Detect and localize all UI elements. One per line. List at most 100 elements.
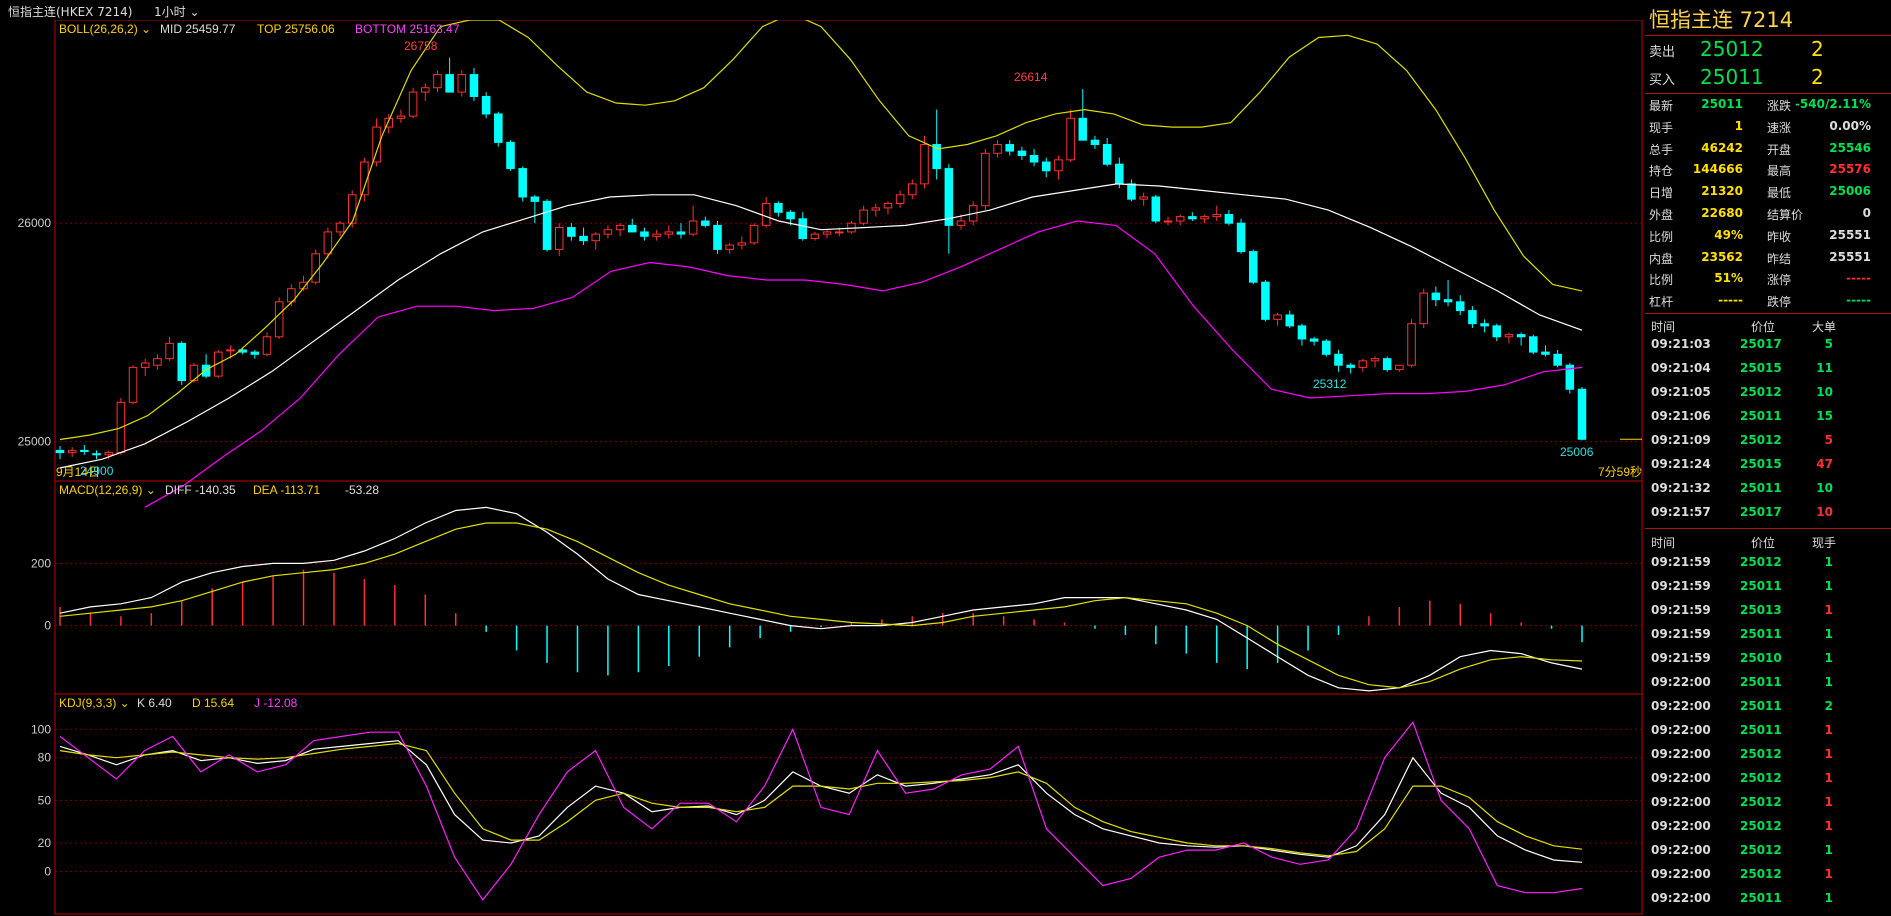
symbol-title[interactable]: 恒指主连(HKEX 7214) bbox=[8, 5, 133, 19]
candle-body bbox=[737, 242, 747, 246]
trade-row[interactable]: 09:21:59 25011 1 bbox=[1645, 577, 1891, 599]
j-line bbox=[59, 720, 1583, 901]
trade-time: 09:21:04 bbox=[1651, 361, 1711, 375]
trade-row[interactable]: 09:21:09 25012 5 bbox=[1645, 431, 1891, 453]
trade-price: 25017 bbox=[1740, 505, 1782, 519]
trade-row[interactable]: 09:22:00 25011 1 bbox=[1645, 889, 1891, 911]
sell-price: 25012 bbox=[1700, 37, 1764, 61]
candle-body bbox=[567, 227, 576, 237]
trade-row[interactable]: 09:21:05 25012 10 bbox=[1645, 383, 1891, 405]
trade-row[interactable]: 09:22:00 25012 1 bbox=[1645, 817, 1891, 839]
trade-row[interactable]: 09:22:00 25012 1 bbox=[1645, 769, 1891, 791]
buy-volume: 2 bbox=[1811, 65, 1824, 89]
trade-price: 25011 bbox=[1740, 579, 1782, 593]
quote-row: 日增 21320 最低 25006 bbox=[1645, 182, 1891, 204]
candle-body bbox=[518, 168, 527, 198]
quote-label: 最高 bbox=[1767, 164, 1792, 179]
trade-row[interactable]: 09:22:00 25012 1 bbox=[1645, 841, 1891, 863]
trade-price: 25012 bbox=[1740, 771, 1782, 785]
buy-label: 买入 bbox=[1649, 73, 1676, 88]
period-selector[interactable]: 1小时 ⌄ bbox=[154, 3, 200, 20]
trade-price: 25012 bbox=[1740, 795, 1782, 809]
candle-body bbox=[360, 161, 369, 196]
candle-body bbox=[384, 117, 394, 128]
trade-row[interactable]: 09:22:00 25011 1 bbox=[1645, 721, 1891, 743]
candle-body bbox=[1322, 340, 1331, 355]
trade-row[interactable]: 09:21:03 25017 5 bbox=[1645, 335, 1891, 357]
quote-label: 杠杆 bbox=[1649, 295, 1674, 310]
candle-body bbox=[1261, 281, 1270, 320]
quote-row: 外盘 22680 结算价 0 bbox=[1645, 204, 1891, 226]
trade-time: 09:22:00 bbox=[1651, 723, 1711, 737]
quote-value: 21320 bbox=[1701, 184, 1743, 199]
candle-body bbox=[335, 222, 345, 233]
trade-row[interactable]: 09:21:04 25015 11 bbox=[1645, 359, 1891, 381]
candle-body bbox=[932, 144, 941, 170]
candle-body bbox=[542, 200, 552, 250]
trade-price: 25011 bbox=[1740, 675, 1782, 689]
candle-body bbox=[1236, 222, 1246, 253]
trade-row[interactable]: 09:21:57 25017 10 bbox=[1645, 503, 1891, 525]
trade-volume: 1 bbox=[1824, 579, 1833, 593]
quote-value: 51% bbox=[1714, 271, 1743, 286]
candle-body bbox=[494, 113, 503, 143]
quote-row: 总手 46242 开盘 25546 bbox=[1645, 139, 1891, 161]
boll-top-line bbox=[59, 12, 1583, 441]
quote-label: 最新 bbox=[1649, 99, 1674, 113]
candle-body bbox=[1455, 301, 1465, 312]
candle-body bbox=[579, 235, 588, 242]
quote-value: 25011 bbox=[1701, 97, 1743, 111]
sell-label: 卖出 bbox=[1649, 45, 1676, 60]
trade-volume: 5 bbox=[1824, 337, 1833, 351]
kdj-indicator-label: KDJ(9,3,3) ⌄ bbox=[59, 696, 130, 710]
trade-row[interactable]: 09:21:59 25011 1 bbox=[1645, 625, 1891, 647]
trade-row[interactable]: 09:22:00 25011 2 bbox=[1645, 697, 1891, 719]
trade-volume: 1 bbox=[1824, 651, 1833, 665]
candle-body bbox=[603, 229, 613, 235]
candle-body bbox=[323, 231, 333, 255]
y-tick-label: 100 bbox=[31, 722, 51, 736]
trade-row[interactable]: 09:21:24 25015 47 bbox=[1645, 455, 1891, 477]
candle-body bbox=[1565, 364, 1575, 390]
quote-label: 涨跌 bbox=[1767, 99, 1792, 113]
trade-row[interactable]: 09:22:00 25011 1 bbox=[1645, 673, 1891, 695]
candle-body bbox=[688, 220, 698, 235]
candle-body bbox=[1577, 388, 1587, 440]
trade-row[interactable]: 09:22:00 25012 1 bbox=[1645, 865, 1891, 887]
candle-body bbox=[1188, 216, 1197, 220]
trade-row[interactable]: 09:21:06 25011 15 bbox=[1645, 407, 1891, 429]
candle-body bbox=[1309, 338, 1319, 342]
y-tick-label: 200 bbox=[31, 556, 51, 570]
boll-mid-label: MID 25459.77 bbox=[160, 22, 236, 36]
trade-time: 09:22:00 bbox=[1651, 747, 1711, 761]
candle-body bbox=[1151, 196, 1161, 222]
annotation-low: 25312 bbox=[1313, 377, 1347, 391]
trade-row[interactable]: 09:21:32 25011 10 bbox=[1645, 479, 1891, 501]
trade-row[interactable]: 09:21:59 25013 1 bbox=[1645, 601, 1891, 623]
candle-body bbox=[822, 231, 832, 235]
trade-row[interactable]: 09:21:59 25012 1 bbox=[1645, 553, 1891, 575]
y-tick-label: 25000 bbox=[18, 435, 52, 449]
trade-time: 09:21:05 bbox=[1651, 385, 1711, 399]
candle-body bbox=[908, 183, 917, 196]
dea-label: DEA -113.71 bbox=[253, 483, 320, 497]
candle-body bbox=[871, 207, 881, 211]
trade-time: 09:22:00 bbox=[1651, 843, 1711, 857]
trade-price: 25011 bbox=[1740, 627, 1782, 641]
candle-body bbox=[1054, 159, 1063, 172]
trade-price: 25011 bbox=[1740, 723, 1782, 737]
chart-area[interactable]: 25000 26000 BOLL(26,26,2) ⌄ MID 25459.77 TOP… bbox=[0, 0, 1645, 916]
y-tick-label: 0 bbox=[44, 619, 51, 633]
trade-time: 09:21:59 bbox=[1651, 651, 1711, 665]
quote-label: 开盘 bbox=[1767, 142, 1792, 157]
trade-volume: 10 bbox=[1816, 505, 1833, 519]
trade-row[interactable]: 09:22:00 25012 1 bbox=[1645, 793, 1891, 815]
candle-body bbox=[1224, 213, 1234, 224]
quote-value: 46242 bbox=[1701, 140, 1743, 155]
candle-body bbox=[1480, 323, 1489, 327]
trade-row[interactable]: 09:22:00 25012 1 bbox=[1645, 745, 1891, 767]
big-trades-header: 时间 价位 大单 bbox=[1645, 316, 1891, 338]
quote-row: 现手 1 速涨 0.00% bbox=[1645, 117, 1891, 139]
trade-row[interactable]: 09:21:59 25010 1 bbox=[1645, 649, 1891, 671]
candle-body bbox=[1516, 334, 1526, 338]
